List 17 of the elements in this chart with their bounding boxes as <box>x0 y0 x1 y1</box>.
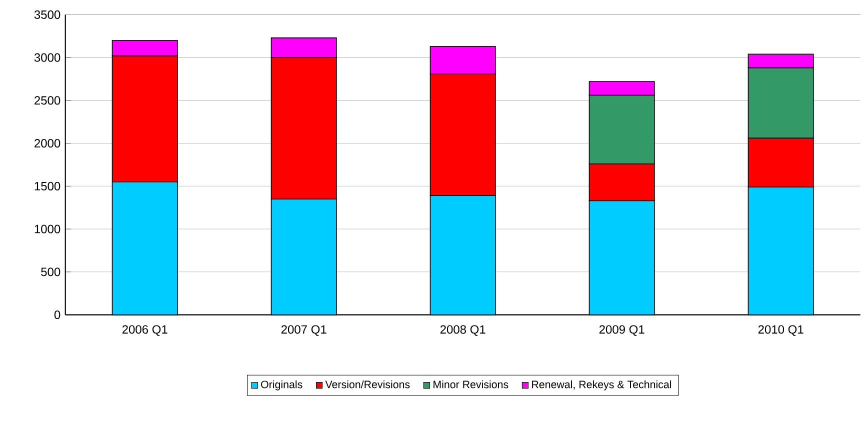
x-tick-label: 2006 Q1 <box>122 325 168 336</box>
x-tick-label: 2009 Q1 <box>599 325 644 336</box>
legend-label: Version/Revisions <box>325 380 410 389</box>
x-tick-label: 2007 Q1 <box>281 325 326 336</box>
y-tick-label: 0 <box>54 310 60 320</box>
y-tick-label: 2000 <box>34 139 60 148</box>
y-tick-label: 2500 <box>34 96 60 105</box>
legend-label: Originals <box>261 380 302 391</box>
y-tick-label: 1000 <box>34 225 60 234</box>
legend-label: Renewal, Rekeys & Technical <box>532 380 672 391</box>
y-tick-label: 3000 <box>34 54 60 62</box>
y-tick-label: 3500 <box>34 10 60 20</box>
y-tick-label: 500 <box>41 268 60 276</box>
x-tick-label: 2010 Q1 <box>758 325 804 336</box>
y-tick-label: 1500 <box>34 182 60 191</box>
x-tick-label: 2008 Q1 <box>440 325 486 336</box>
legend-label: Minor Revisions <box>434 380 508 389</box>
